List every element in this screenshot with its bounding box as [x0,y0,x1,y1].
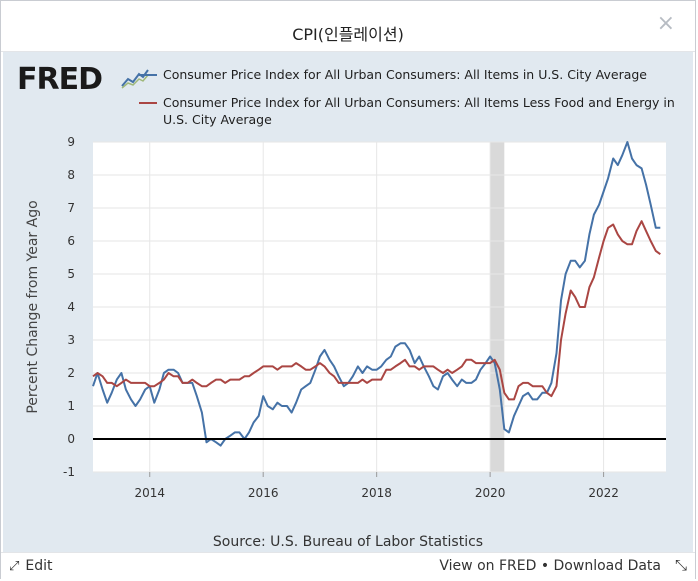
chart-panel: FRED Consumer Price Index for All Urban … [3,52,693,552]
legend-item-cpi-all: Consumer Price Index for All Urban Consu… [139,66,683,83]
view-on-fred-link[interactable]: View on FRED [439,558,537,574]
y-axis-label: Percent Change from Year Ago [25,200,41,413]
legend-label-cpi-all: Consumer Price Index for All Urban Consu… [163,67,647,82]
x-tick-label: 2014 [134,486,165,500]
legend-label-cpi-core: Consumer Price Index for All Urban Consu… [163,95,675,127]
y-tick-label: 5 [67,267,75,281]
source-note: Source: U.S. Bureau of Labor Statistics [212,534,484,550]
series-line-cpi-core [92,220,661,401]
edit-button[interactable]: ⤢ Edit [9,558,53,574]
y-tick-label: 1 [67,399,75,413]
close-icon[interactable]: × [656,11,675,36]
dialog-footer: ⤢ Edit View on FRED • Download Data ⤡ [1,552,695,581]
y-tick-label: 4 [67,300,75,314]
y-tick-label: 0 [67,432,75,446]
y-tick-label: 8 [67,168,75,182]
x-tick-label: 2022 [588,486,619,500]
y-tick-label: 2 [67,366,75,380]
footer-links: View on FRED • Download Data [439,558,661,574]
legend-item-cpi-core: Consumer Price Index for All Urban Consu… [139,94,683,128]
x-tick-label: 2016 [248,486,279,500]
fred-logo: FRED [17,62,103,97]
y-tick-label: 3 [67,333,75,347]
chart-spark-icon [121,67,149,89]
x-tick-label: 2020 [475,486,506,500]
legend-swatch-cpi-all [139,74,157,76]
dialog-title: CPI(인플레이션) [292,25,404,44]
resize-icon[interactable]: ⤡ [674,556,687,574]
y-tick-label: -1 [63,465,75,479]
edit-label: Edit [25,558,53,574]
footer-separator: • [540,558,550,574]
line-chart: -1 0 1 2 3 4 5 6 7 8 9 2014 2016 2018 2020 2022 Percent … [25,135,666,500]
y-tick-label: 9 [67,135,75,149]
dialog-titlebar: CPI(인플레이션) × [1,1,695,52]
download-data-link[interactable]: Download Data [553,558,661,574]
y-tick-label: 7 [67,201,75,215]
x-tick-label: 2018 [361,486,392,500]
expand-arrow-icon: ⤢ [9,559,20,574]
legend-swatch-cpi-core [139,102,157,104]
y-tick-label: 6 [67,234,75,248]
